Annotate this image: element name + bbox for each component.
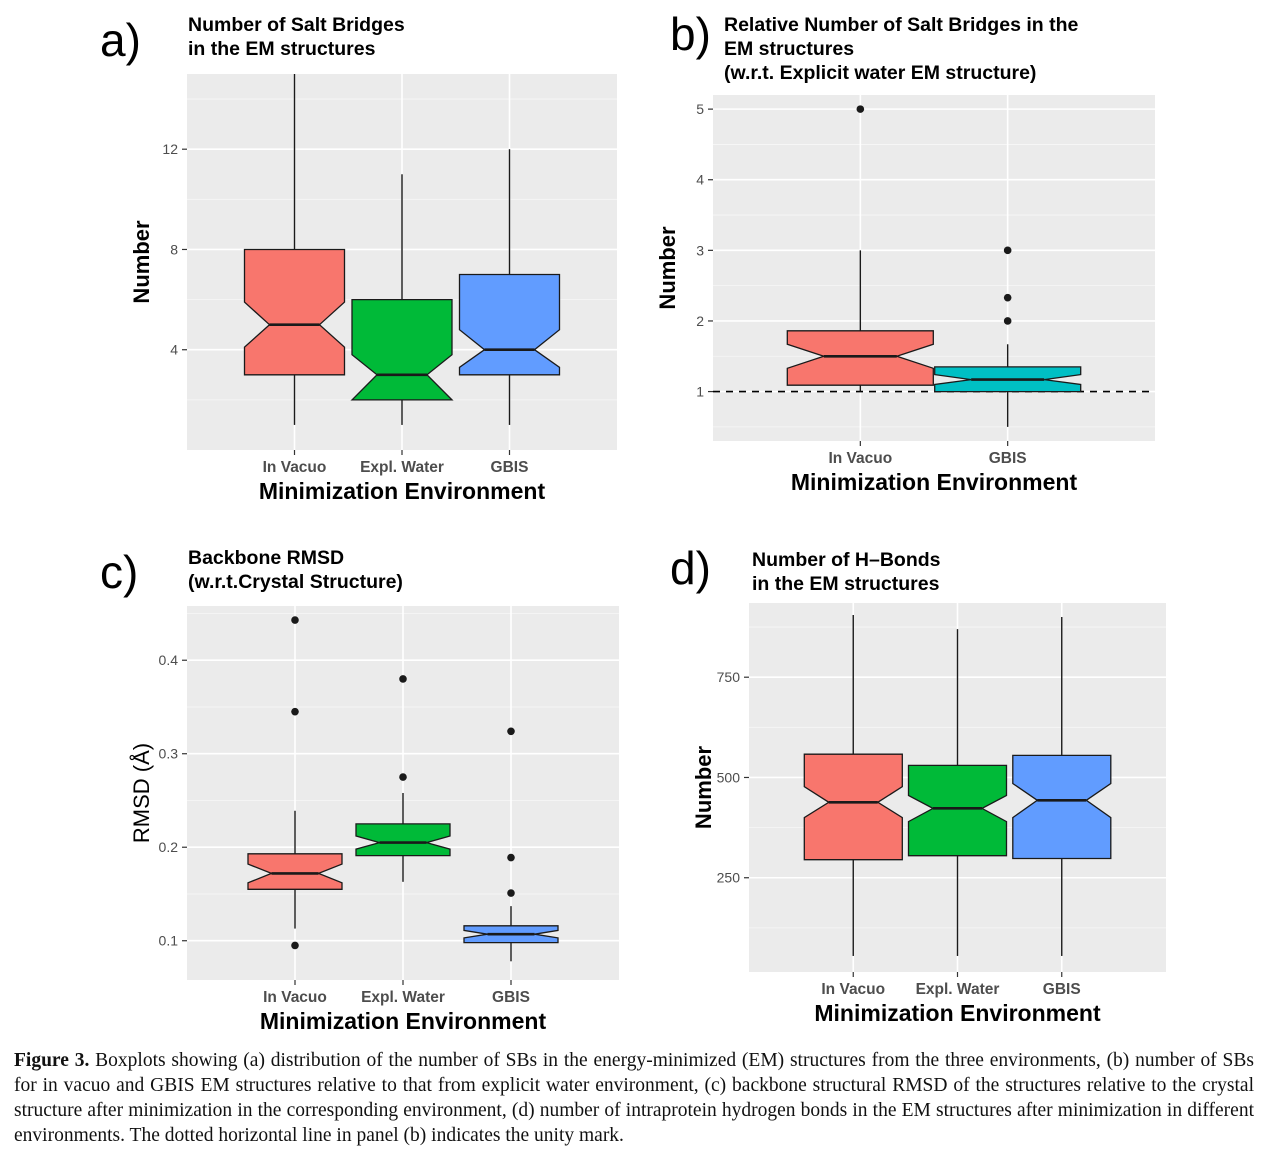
panel-a-chart-title: Number of Salt Bridges [188, 14, 405, 36]
notched-box [355, 823, 451, 857]
outlier-point [291, 707, 299, 716]
panel-c-x-axis-title: Minimization Environment [260, 1008, 547, 1034]
notched-box [803, 753, 903, 861]
panel-d-y-tick-label: 500 [717, 769, 741, 785]
panel-a-y-tick-label: 12 [162, 141, 178, 157]
panel-d-box-gbis [1012, 617, 1112, 956]
outlier-point [399, 773, 407, 781]
panel-a-y-tick-label: 4 [170, 342, 178, 358]
panel-b-y-tick-label: 3 [696, 242, 704, 258]
panel-d-box-expl-water [907, 629, 1008, 956]
outlier-point [856, 105, 865, 113]
panel-b-x-axis-title: Minimization Environment [791, 469, 1078, 495]
panel-b-box-gbis [934, 246, 1082, 427]
panel-b-chart-title: (w.r.t. Explicit water EM structure) [724, 62, 1036, 84]
panel-a-x-tick-label: In Vacuo [263, 459, 327, 476]
panel-b-y-axis-title: Number [655, 226, 680, 310]
panel-c-x-tick-label: Expl. Water [361, 989, 445, 1006]
panel-a-box-in-vacuo [243, 74, 346, 425]
panel-a-x-tick-label: Expl. Water [360, 459, 444, 476]
notched-box [247, 853, 343, 890]
panel-d-panel-label: d) [670, 542, 711, 594]
panel-b-y-tick-label: 2 [696, 313, 704, 329]
outlier-point [1003, 317, 1012, 325]
panel-d-y-tick-label: 250 [717, 870, 741, 886]
panel-c-y-tick-label: 0.2 [159, 839, 179, 855]
panel-a-x-axis-title: Minimization Environment [259, 478, 546, 504]
panel-c-chart-title: Backbone RMSD [188, 547, 344, 569]
panel-b-x-tick-label: In Vacuo [828, 450, 892, 467]
panel-c-x-tick-label: GBIS [492, 989, 530, 1006]
panel-c-y-tick-label: 0.1 [159, 933, 179, 949]
panel-b-x-tick-label: GBIS [989, 450, 1027, 467]
panel-b-chart-title: Relative Number of Salt Bridges in the [724, 14, 1078, 36]
panel-a-y-tick-label: 8 [170, 241, 178, 257]
caption-label: Figure 3. [14, 1050, 90, 1071]
panel-b-box-in-vacuo [786, 105, 934, 392]
outlier-point [291, 616, 299, 624]
panel-b-y-tick-label: 4 [696, 172, 704, 188]
panel-b-y-tick-label: 1 [696, 384, 704, 400]
caption-text: Boxplots showing (a) distribution of the… [14, 1050, 1254, 1146]
panel-a-box-expl-water [350, 174, 454, 425]
panel-c-chart-title: (w.r.t.Crystal Structure) [188, 571, 403, 593]
panel-b-chart-title: EM structures [724, 38, 854, 60]
panel-a-panel-label: a) [100, 14, 141, 66]
notched-box [458, 273, 561, 376]
panel-d-chart-title: in the EM structures [752, 573, 940, 595]
notched-box [786, 330, 934, 386]
notched-box [907, 764, 1008, 857]
figure-caption: Figure 3. Boxplots showing (a) distribut… [14, 1048, 1254, 1148]
panel-b-panel-label: b) [670, 8, 711, 60]
panel-d-x-tick-label: GBIS [1043, 981, 1081, 998]
panel-c-y-tick-label: 0.3 [159, 746, 179, 762]
panel-c-box-expl-water [355, 675, 451, 882]
panel-c-x-tick-label: In Vacuo [263, 989, 327, 1006]
panel-a-chart-title: in the EM structures [188, 38, 376, 60]
outlier-point [291, 941, 299, 950]
panel-b-plot-background [713, 95, 1155, 441]
outlier-point [507, 727, 515, 736]
notched-box [243, 248, 346, 376]
outlier-point [507, 853, 515, 862]
panel-a-y-axis-title: Number [129, 220, 154, 304]
panel-b-y-tick-label: 5 [696, 101, 704, 117]
notched-box [350, 298, 454, 401]
panel-c-y-tick-label: 0.4 [159, 652, 179, 668]
outlier-point [507, 889, 515, 897]
panel-c-box-in-vacuo [247, 616, 343, 950]
panel-d-chart-title: Number of H–Bonds [752, 549, 941, 571]
panel-c-box-gbis [463, 727, 559, 962]
panel-a-box-gbis [458, 149, 561, 425]
panel-a-x-tick-label: GBIS [491, 459, 529, 476]
panel-c-panel-label: c) [100, 546, 138, 598]
outlier-point [1003, 293, 1012, 302]
panel-d-x-axis-title: Minimization Environment [814, 1000, 1101, 1026]
notched-box [1012, 754, 1112, 860]
outlier-point [399, 675, 407, 683]
panel-d-x-tick-label: Expl. Water [916, 981, 1000, 998]
panel-d-x-tick-label: In Vacuo [821, 981, 885, 998]
outlier-point [1003, 246, 1012, 255]
panel-c-y-axis-title: RMSD (Å) [129, 743, 154, 843]
panel-d-y-axis-title: Number [691, 746, 716, 830]
panel-d-y-tick-label: 750 [717, 669, 741, 685]
panel-d-box-in-vacuo [803, 615, 903, 956]
